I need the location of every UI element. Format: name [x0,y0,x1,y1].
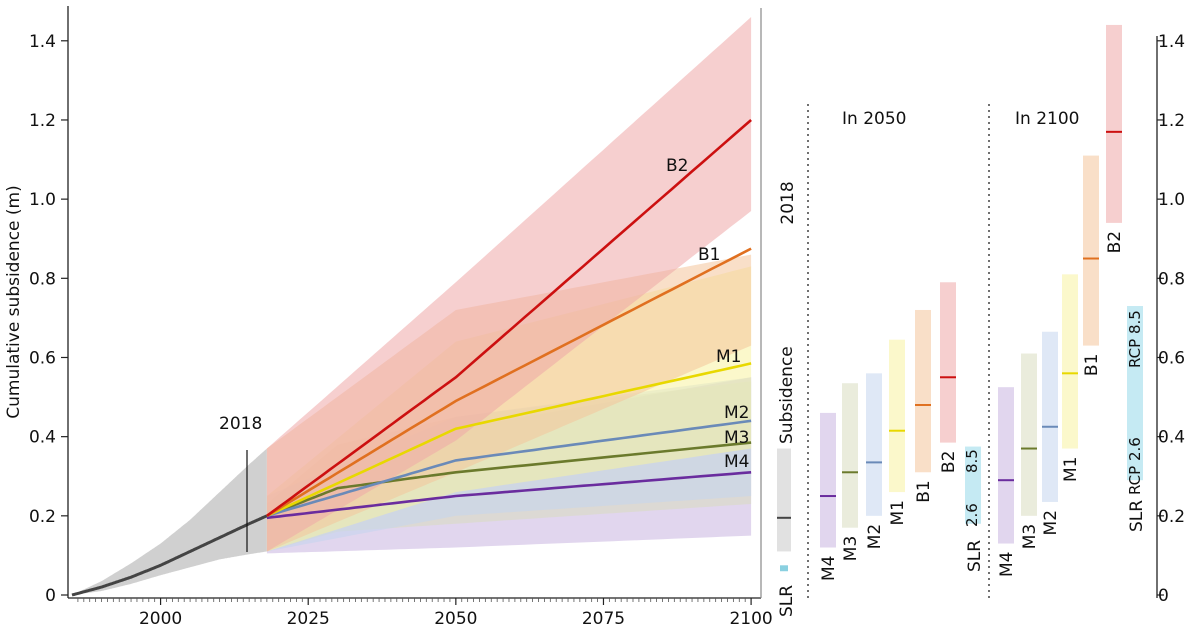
line-b1 [266,247,752,517]
slr-2018-bar [780,565,788,572]
bar-2100-m1-label: M1 [1061,457,1081,482]
bar-2100-m4-label: M4 [997,552,1017,577]
historical-line [71,514,268,597]
y-axis-label: Cumulative subsidence (m) [4,185,24,419]
y-tick-label-left: 0.6 [29,348,56,368]
bar-2050-m4-range [820,412,836,548]
panel-title-2100: In 2100 [1015,109,1079,129]
series-label-b1: B1 [698,245,720,265]
line-m1 [266,362,752,517]
y-axis-ticks: 0 0 0.2 0.2 0.4 0.4 0.6 0.6 0.8 0.8 1.0 1.0 1.2 1.2 1.… [29,32,1185,606]
x-tick-label-2050: 2050 [434,609,477,629]
bar-2100-b2-label: B2 [1105,231,1125,253]
line-b2 [266,119,752,517]
bar-2018-range [777,448,791,552]
bar-2050-b2-range [940,282,956,443]
bar-2050-m4-label: M4 [819,555,839,580]
y-tick-label-right: 0.4 [1158,428,1185,448]
line-m4 [266,471,752,520]
x-tick-label-2000: 2000 [139,609,182,629]
y-tick-label-right: 1.0 [1158,190,1185,210]
bar-2100-b1-label: B1 [1082,354,1102,376]
panel-title-2018: 2018 [778,181,798,224]
bar-2050-b2-label: B2 [939,451,959,473]
y-tick-label-right: 0.2 [1158,507,1185,527]
label-slr-2050: SLR [965,540,985,572]
bar-2050-m2-range [866,373,882,516]
y-tick-label-left: 1.2 [29,111,56,131]
series-label-m4: M4 [724,452,749,472]
y-tick-label-right: 1.2 [1158,111,1185,131]
label-slr-2018: SLR [777,585,797,617]
bar-2100-m4-range [998,387,1014,544]
slr-2100-bar [1127,306,1143,481]
bar-2050-m1-range [889,339,905,493]
x-tick-label-2100: 2100 [729,609,772,629]
x-axis-ticks: 2000 2025 2050 2075 2100 [139,598,773,629]
bar-2100-b1-range [1083,155,1099,346]
series-label-m1: M1 [716,347,741,367]
y-tick-label-left: 1.4 [29,32,56,52]
panel-title-2050: In 2050 [842,109,906,129]
bar-2100-m3-label: M3 [1020,524,1040,549]
x-tick-label-2075: 2075 [582,609,625,629]
annotation-2018: 2018 [219,414,262,434]
label-slr-2050-26: 2.6 [963,503,981,527]
bar-2050-m2-label: M2 [865,524,885,549]
y-tick-label-left: 0.8 [29,269,56,289]
bar-2100-b2-range [1106,24,1122,223]
line-m2 [266,419,752,518]
y-tick-label-left: 0.4 [29,428,56,448]
line-m3 [266,441,752,518]
bar-2050-b1-label: B1 [914,480,934,502]
y-tick-label-left: 0.2 [29,507,56,527]
label-rcp26: RCP 2.6 [1126,437,1144,495]
bar-2100-m2-label: M2 [1041,510,1061,535]
bar-2100-m2-range [1042,331,1058,502]
y-tick-label-right: 1.4 [1158,32,1185,52]
bar-2050-b1-range [915,309,931,473]
historical-band [72,448,267,595]
bar-2100-m1-range [1062,274,1078,449]
y-tick-label-right: 0.6 [1158,348,1185,368]
label-slr-2050-85: 8.5 [963,449,981,473]
bar-2100-m3-range [1021,353,1037,516]
x-tick-label-2025: 2025 [287,609,330,629]
band-b2 [266,17,752,552]
bar-2050-m3-range [842,383,858,528]
slr-2050-bar [965,446,981,524]
bar-2050-m3-label: M3 [841,536,861,561]
y-tick-label-left: 1.0 [29,190,56,210]
uncertainty-bands [72,17,752,595]
bar-2050-m1-label: M1 [888,500,908,525]
y-tick-label-left: 0 [45,586,56,606]
series-label-b2: B2 [666,156,688,176]
series-label-m2: M2 [724,403,749,423]
label-rcp85: RCP 8.5 [1126,310,1144,368]
series-lines [71,119,752,597]
y-tick-label-right: 0 [1158,586,1169,606]
x-minor-ticks [77,598,746,602]
label-slr-2100: SLR [1127,500,1147,532]
series-label-m3: M3 [724,428,749,448]
y-tick-label-right: 0.8 [1158,269,1185,289]
label-subsidence: Subsidence [777,346,797,444]
